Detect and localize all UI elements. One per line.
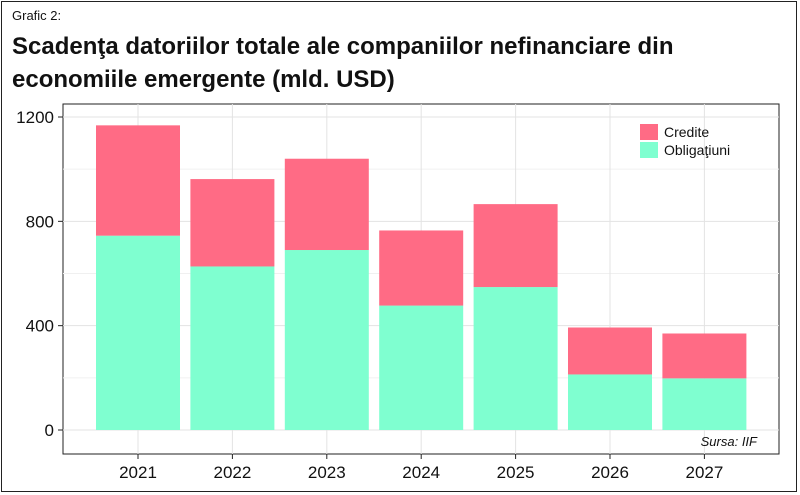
- x-tick-label: 2026: [591, 463, 629, 482]
- source-note: Sursa: IIF: [701, 434, 758, 449]
- legend-swatch: [640, 124, 658, 140]
- bar-obligatiuni-2025: [473, 287, 558, 430]
- y-tick-label: 800: [26, 212, 54, 231]
- bar-credite-2024: [379, 230, 464, 306]
- bar-credite-2025: [473, 204, 558, 288]
- bar-obligatiuni-2022: [190, 266, 275, 430]
- bar-credite-2023: [284, 158, 369, 251]
- y-tick-label: 400: [26, 317, 54, 336]
- bar-obligatiuni-2027: [662, 378, 747, 430]
- legend-swatch: [640, 142, 658, 158]
- bar-obligatiuni-2023: [284, 250, 369, 430]
- chart-title: Scadenţa datoriilor totale ale companiil…: [12, 33, 674, 93]
- x-tick-label: 2024: [402, 463, 440, 482]
- x-tick-label: 2022: [213, 463, 251, 482]
- y-axis: 0 400 800 1200: [16, 108, 63, 440]
- x-tick-label: 2027: [685, 463, 723, 482]
- y-tick-label: 1200: [16, 108, 54, 127]
- y-tick-label: 0: [45, 421, 54, 440]
- legend-label: Credite: [664, 124, 709, 140]
- x-axis: 2021 2022 2023 2024 2025 2026 2027: [119, 454, 723, 482]
- legend-label: Obligaţiuni: [664, 142, 730, 158]
- x-tick-label: 2025: [497, 463, 535, 482]
- figure-label: Grafic 2:: [12, 8, 62, 23]
- legend: Credite Obligaţiuni: [640, 124, 730, 158]
- bar-credite-2021: [96, 125, 180, 236]
- bar-obligatiuni-2024: [379, 305, 464, 430]
- bar-obligatiuni-2026: [568, 374, 652, 430]
- bars: [96, 125, 747, 430]
- bar-credite-2026: [568, 327, 652, 375]
- x-tick-label: 2021: [119, 463, 157, 482]
- bar-credite-2022: [190, 179, 275, 267]
- bar-credite-2027: [662, 333, 747, 379]
- bar-obligatiuni-2021: [96, 235, 180, 430]
- x-tick-label: 2023: [308, 463, 346, 482]
